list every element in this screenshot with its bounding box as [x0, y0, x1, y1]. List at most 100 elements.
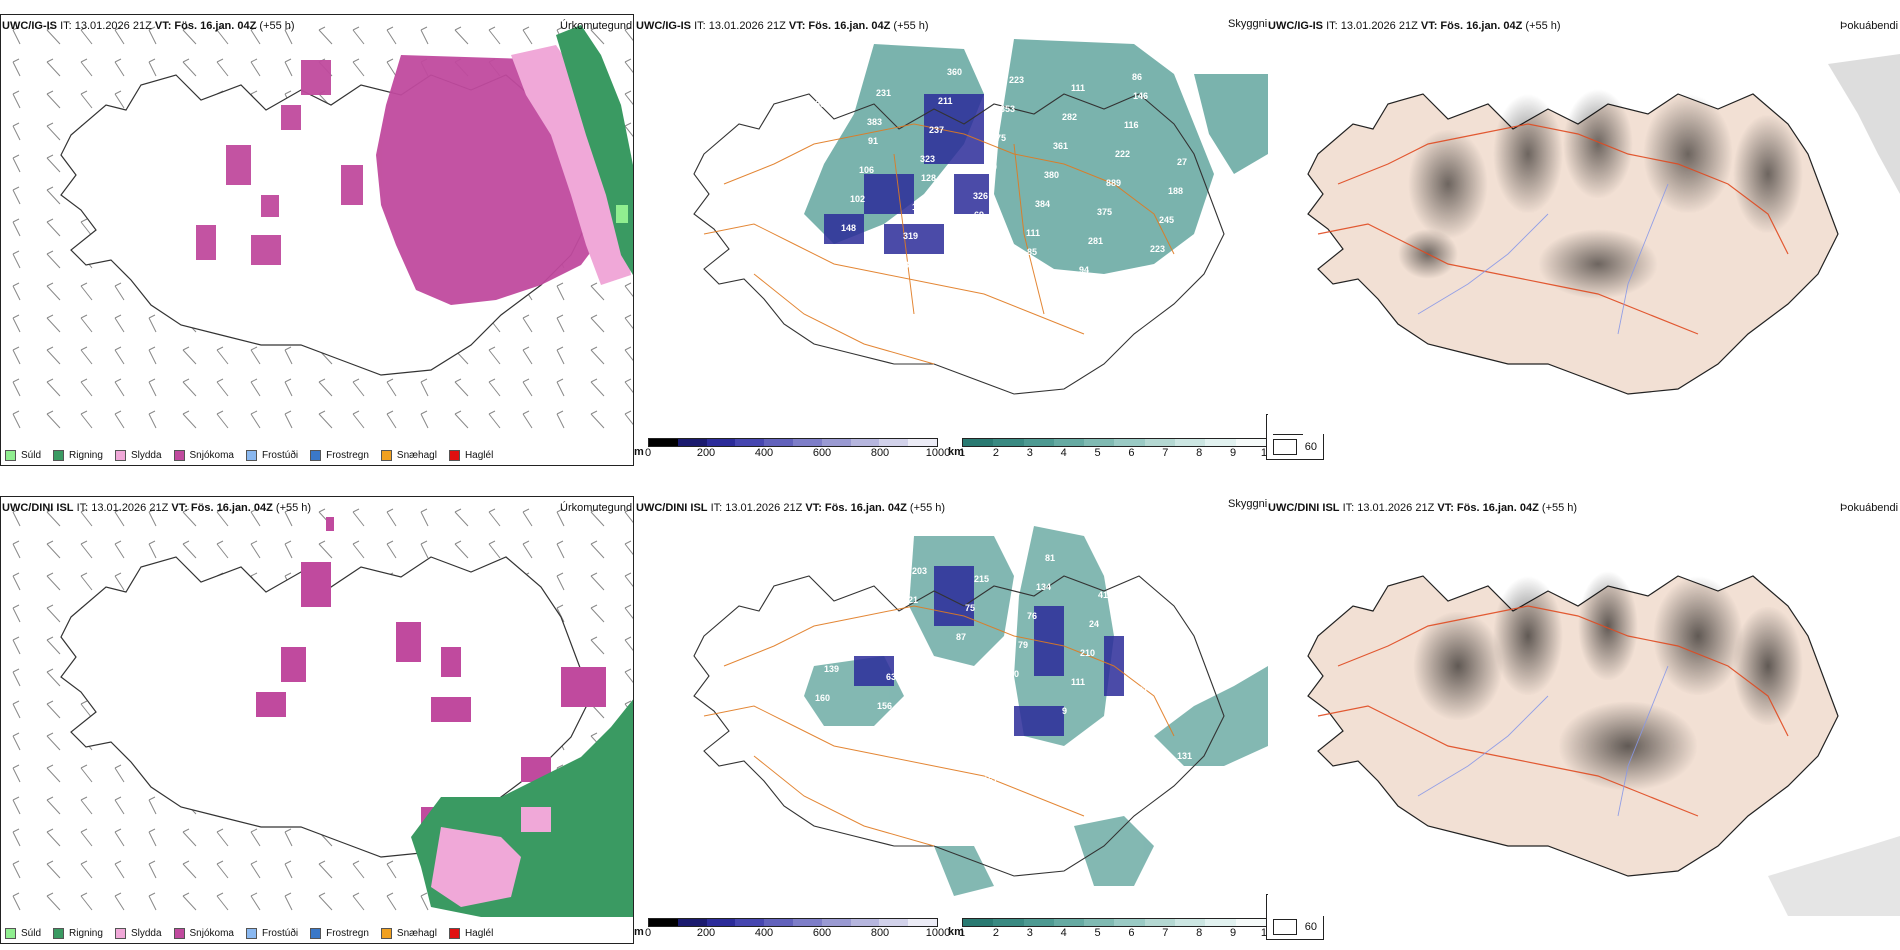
wind-barb	[250, 58, 261, 77]
cloud-altitude-label: 319	[903, 231, 918, 241]
precip-map-bottom	[12, 508, 633, 917]
cloud-altitude-label: 210	[1080, 648, 1095, 658]
fog-panel-bottom	[1268, 516, 1900, 916]
wind-barb	[182, 410, 197, 429]
scale-tick-label: 400	[754, 927, 774, 939]
scale-cell	[1144, 439, 1176, 446]
header-cloud-bottom: UWC/DINI ISL IT: 13.01.2026 21Z VT: Fös.…	[636, 502, 946, 514]
wind-barb	[556, 346, 565, 365]
wind-barb	[284, 346, 293, 365]
wind-barb	[12, 700, 21, 719]
cloud-altitude-label: 9	[1062, 706, 1067, 716]
wind-barb	[420, 410, 429, 429]
title-precip-bottom: Úrkomutegund	[560, 502, 633, 514]
wind-barb	[12, 218, 21, 237]
cloud-altitude-label: 211	[938, 96, 953, 106]
cloud-altitude-label: 282	[1062, 112, 1077, 122]
legend-item: Snjókoma	[173, 450, 234, 461]
legend-item: Snæhagl	[380, 450, 437, 461]
wind-barb	[454, 378, 469, 397]
cloud-altitude-label: 222	[1115, 149, 1130, 159]
scale-tick-label: 4	[1060, 927, 1067, 939]
wind-barb	[386, 410, 397, 429]
wind-barb	[46, 572, 61, 591]
cloud-altitude-label: 122	[823, 281, 838, 291]
wind-barb	[590, 572, 605, 591]
wind-barb	[12, 58, 21, 77]
legend-item: Frostúði	[245, 928, 298, 939]
cloud-altitude-label: 375	[1097, 207, 1112, 217]
wind-barb	[352, 58, 365, 77]
cloud-altitude-label: 134	[1036, 582, 1051, 592]
wind-barb	[590, 410, 605, 429]
scale-tick-label: 2	[992, 927, 999, 939]
legend-item: Slydda	[114, 450, 162, 461]
cloud-altitude-label: 65	[805, 109, 815, 119]
cloud-altitude-label: 63	[886, 672, 896, 682]
cloud-altitude-label: 196	[912, 202, 927, 212]
wind-barb	[624, 282, 633, 297]
wind-barb	[216, 26, 229, 45]
cloud-altitude-label: 94	[1079, 265, 1089, 275]
wind-barb	[488, 346, 501, 365]
wind-barb	[590, 508, 605, 527]
cloud-altitude-label: 111	[1026, 228, 1040, 238]
legend-item: Frostregn	[310, 450, 369, 461]
wind-barb	[352, 378, 365, 397]
wind-barb	[80, 796, 93, 815]
wind-barb	[352, 508, 365, 527]
wind-barb	[522, 378, 533, 397]
scale-tick-label: 600	[812, 447, 832, 459]
wind-barb	[12, 860, 21, 879]
title-fog-bottom: Þokuábendi	[1840, 502, 1899, 514]
wind-barb	[12, 378, 21, 397]
cloud-altitude-label: 323	[920, 154, 935, 164]
wind-barb	[284, 508, 293, 527]
cloud-panel-bottom: 125 63 121 101 81 41 92 139 156 126 167 134 24 301 160…	[634, 516, 1268, 916]
scale-cell	[1144, 919, 1176, 926]
wind-barb	[216, 860, 229, 879]
scale-cell	[908, 439, 937, 446]
wind-barb	[624, 604, 633, 619]
cloud-altitude-label: 116	[1124, 120, 1139, 130]
cloud-altitude-label: 160	[815, 693, 830, 703]
scale-cell	[908, 919, 937, 926]
wind-barb	[420, 378, 429, 397]
cloud-altitude-label: 237	[929, 125, 944, 135]
wind-barb	[352, 26, 365, 45]
wind-barb	[46, 218, 61, 237]
wind-barb	[624, 58, 633, 73]
wind-barb	[318, 860, 333, 879]
wind-barb	[182, 346, 197, 365]
cloud-altitude-label: 353	[1000, 104, 1015, 114]
wind-barb	[46, 796, 61, 815]
cloud-altitude-label: 10	[1009, 669, 1019, 679]
wind-barb	[46, 154, 61, 173]
wind-barb	[386, 26, 397, 45]
wind-barb	[80, 700, 93, 719]
cloud-altitude-label: 326	[973, 191, 988, 201]
wind-barb	[318, 410, 333, 429]
wind-barb	[624, 378, 633, 393]
wind-barb	[624, 410, 633, 425]
wind-barb	[624, 540, 633, 555]
wind-barb	[250, 828, 261, 847]
precip-legend-bottom: Súld Rigning Slydda Snjókoma Frostúði Fr…	[5, 928, 493, 939]
wind-barb	[556, 378, 565, 397]
wind-barb	[114, 540, 125, 559]
scale-tick-label: 7	[1162, 927, 1169, 939]
legend-item: Rigning	[53, 450, 103, 461]
altitude-scale-bottom: 0 200 400 600 800 1000 m	[634, 918, 950, 941]
cloud-altitude-label: 223	[1150, 244, 1165, 254]
wind-barb	[46, 314, 61, 333]
wind-barb	[454, 26, 469, 45]
precip-panel-top: Súld Rigning Slydda Snjókoma Frostúði Fr…	[0, 14, 634, 466]
wind-barb	[80, 218, 93, 237]
cloud-altitude-label: 86	[1132, 72, 1142, 82]
wind-barb	[12, 282, 21, 301]
wind-barb	[12, 604, 21, 623]
scale-cell	[649, 439, 678, 446]
cloud-altitude-label: 76	[1027, 611, 1037, 621]
wind-barb	[114, 892, 125, 911]
cloud-altitude-label: 33	[1124, 714, 1134, 724]
